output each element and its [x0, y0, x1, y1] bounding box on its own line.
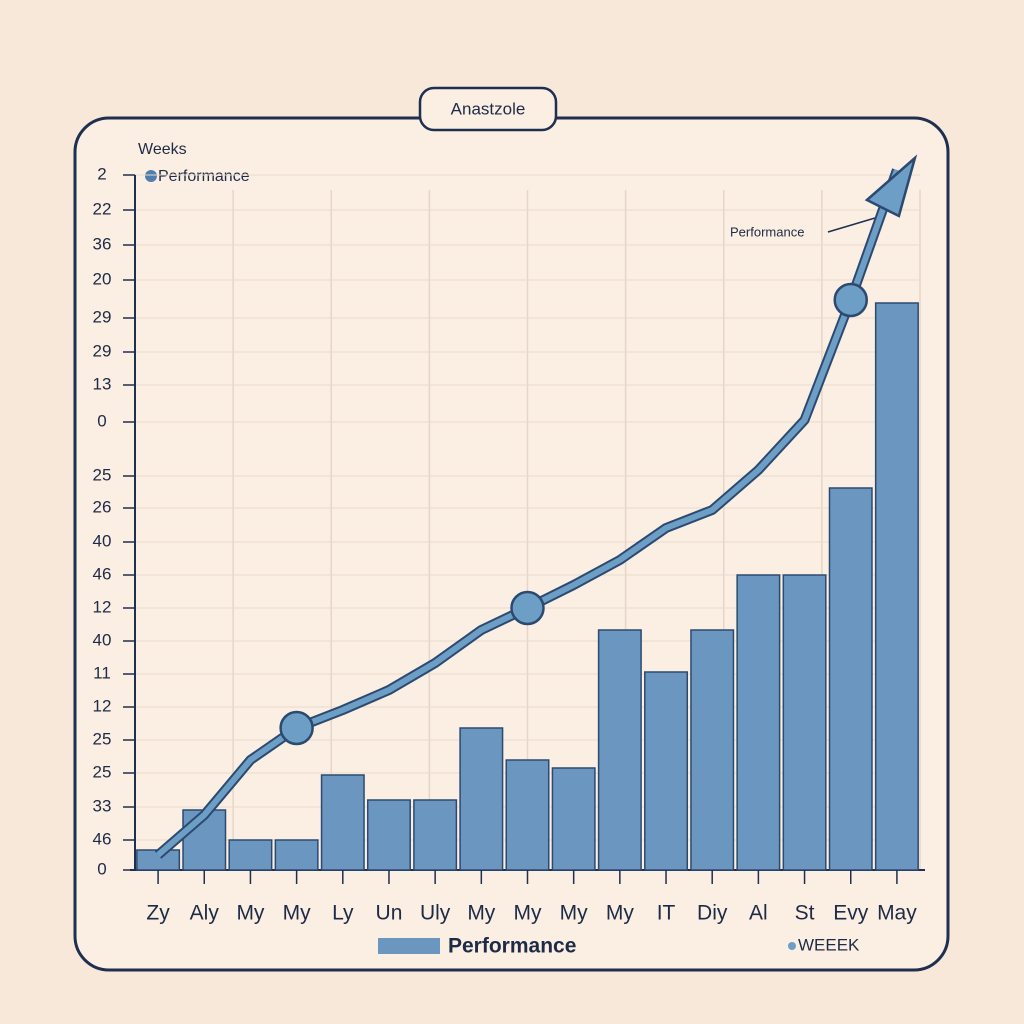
x-tick-label: My [283, 902, 311, 925]
x-tick-label: Zy [146, 902, 170, 925]
bar [320, 774, 365, 871]
x-tick-label: Diy [697, 902, 728, 925]
legend-swatch-line [788, 942, 796, 950]
bar [828, 487, 873, 871]
bar [597, 629, 642, 871]
y-tick-label: 36 [93, 234, 112, 253]
y-tick-label: 40 [93, 630, 112, 649]
y-tick-label: 33 [93, 796, 112, 815]
y-tick-label: 0 [97, 411, 106, 430]
x-tick-label: Uly [420, 902, 451, 925]
line-marker [510, 590, 545, 626]
bar [366, 799, 411, 871]
y-tick-label: 20 [93, 269, 112, 288]
y-tick-label: 0 [97, 859, 106, 878]
bar [690, 629, 735, 871]
bar [551, 767, 596, 871]
x-tick-label: My [560, 902, 588, 925]
y-tick-label: 22 [93, 199, 112, 218]
y-tick-label: 2 [97, 164, 106, 183]
y-tick-label: 25 [93, 729, 112, 748]
y-tick-label: 29 [93, 341, 112, 360]
bar [736, 574, 781, 871]
y-tick-label: 26 [93, 497, 112, 516]
y-tick-label: 13 [93, 374, 112, 393]
bar [459, 727, 504, 871]
chart-title: Anastzole [451, 99, 526, 118]
legend-dot [145, 170, 157, 182]
x-tick-label: Un [376, 902, 403, 925]
bar [644, 671, 689, 871]
line-marker [279, 710, 314, 746]
x-tick-label: My [467, 902, 495, 925]
y-tick-label: 25 [93, 465, 112, 484]
title-box [418, 86, 558, 132]
x-tick-label: My [236, 902, 264, 925]
x-tick-label: Aly [190, 902, 220, 925]
bar [782, 574, 827, 871]
annotation: Performance [730, 224, 804, 239]
x-tick-label: My [606, 902, 634, 925]
legend-swatch-bar [378, 938, 440, 954]
arrow-head [864, 154, 918, 218]
legend-label: Performance [448, 935, 576, 958]
x-tick-label: May [877, 902, 917, 925]
plot-area: 046332525121140124640262501329292036222Z… [93, 154, 925, 925]
x-tick-label: Evy [833, 902, 869, 925]
x-tick-label: St [795, 902, 815, 925]
y-tick-label: 40 [93, 531, 112, 550]
y-axis-label: Weeks [138, 141, 187, 158]
legend-top-label: Performance [158, 168, 250, 185]
bar [505, 759, 550, 871]
x-tick-label: IT [657, 902, 676, 925]
y-tick-label: 46 [93, 564, 112, 583]
y-tick-label: 29 [93, 307, 112, 326]
x-tick-label: My [514, 902, 542, 925]
x-tick-label: Al [749, 902, 768, 925]
annotation-pointer [827, 217, 876, 233]
bar [874, 302, 919, 871]
line-marker [833, 282, 868, 318]
y-tick-label: 11 [93, 663, 111, 682]
bar [413, 799, 458, 871]
x-tick-label: Ly [332, 902, 354, 925]
bar [228, 839, 273, 871]
legend-label: WEEEK [798, 935, 860, 954]
y-tick-label: 25 [93, 762, 112, 781]
bar [274, 839, 319, 871]
y-tick-label: 46 [93, 829, 112, 848]
y-tick-label: 12 [93, 597, 112, 616]
y-tick-label: 12 [93, 696, 112, 715]
